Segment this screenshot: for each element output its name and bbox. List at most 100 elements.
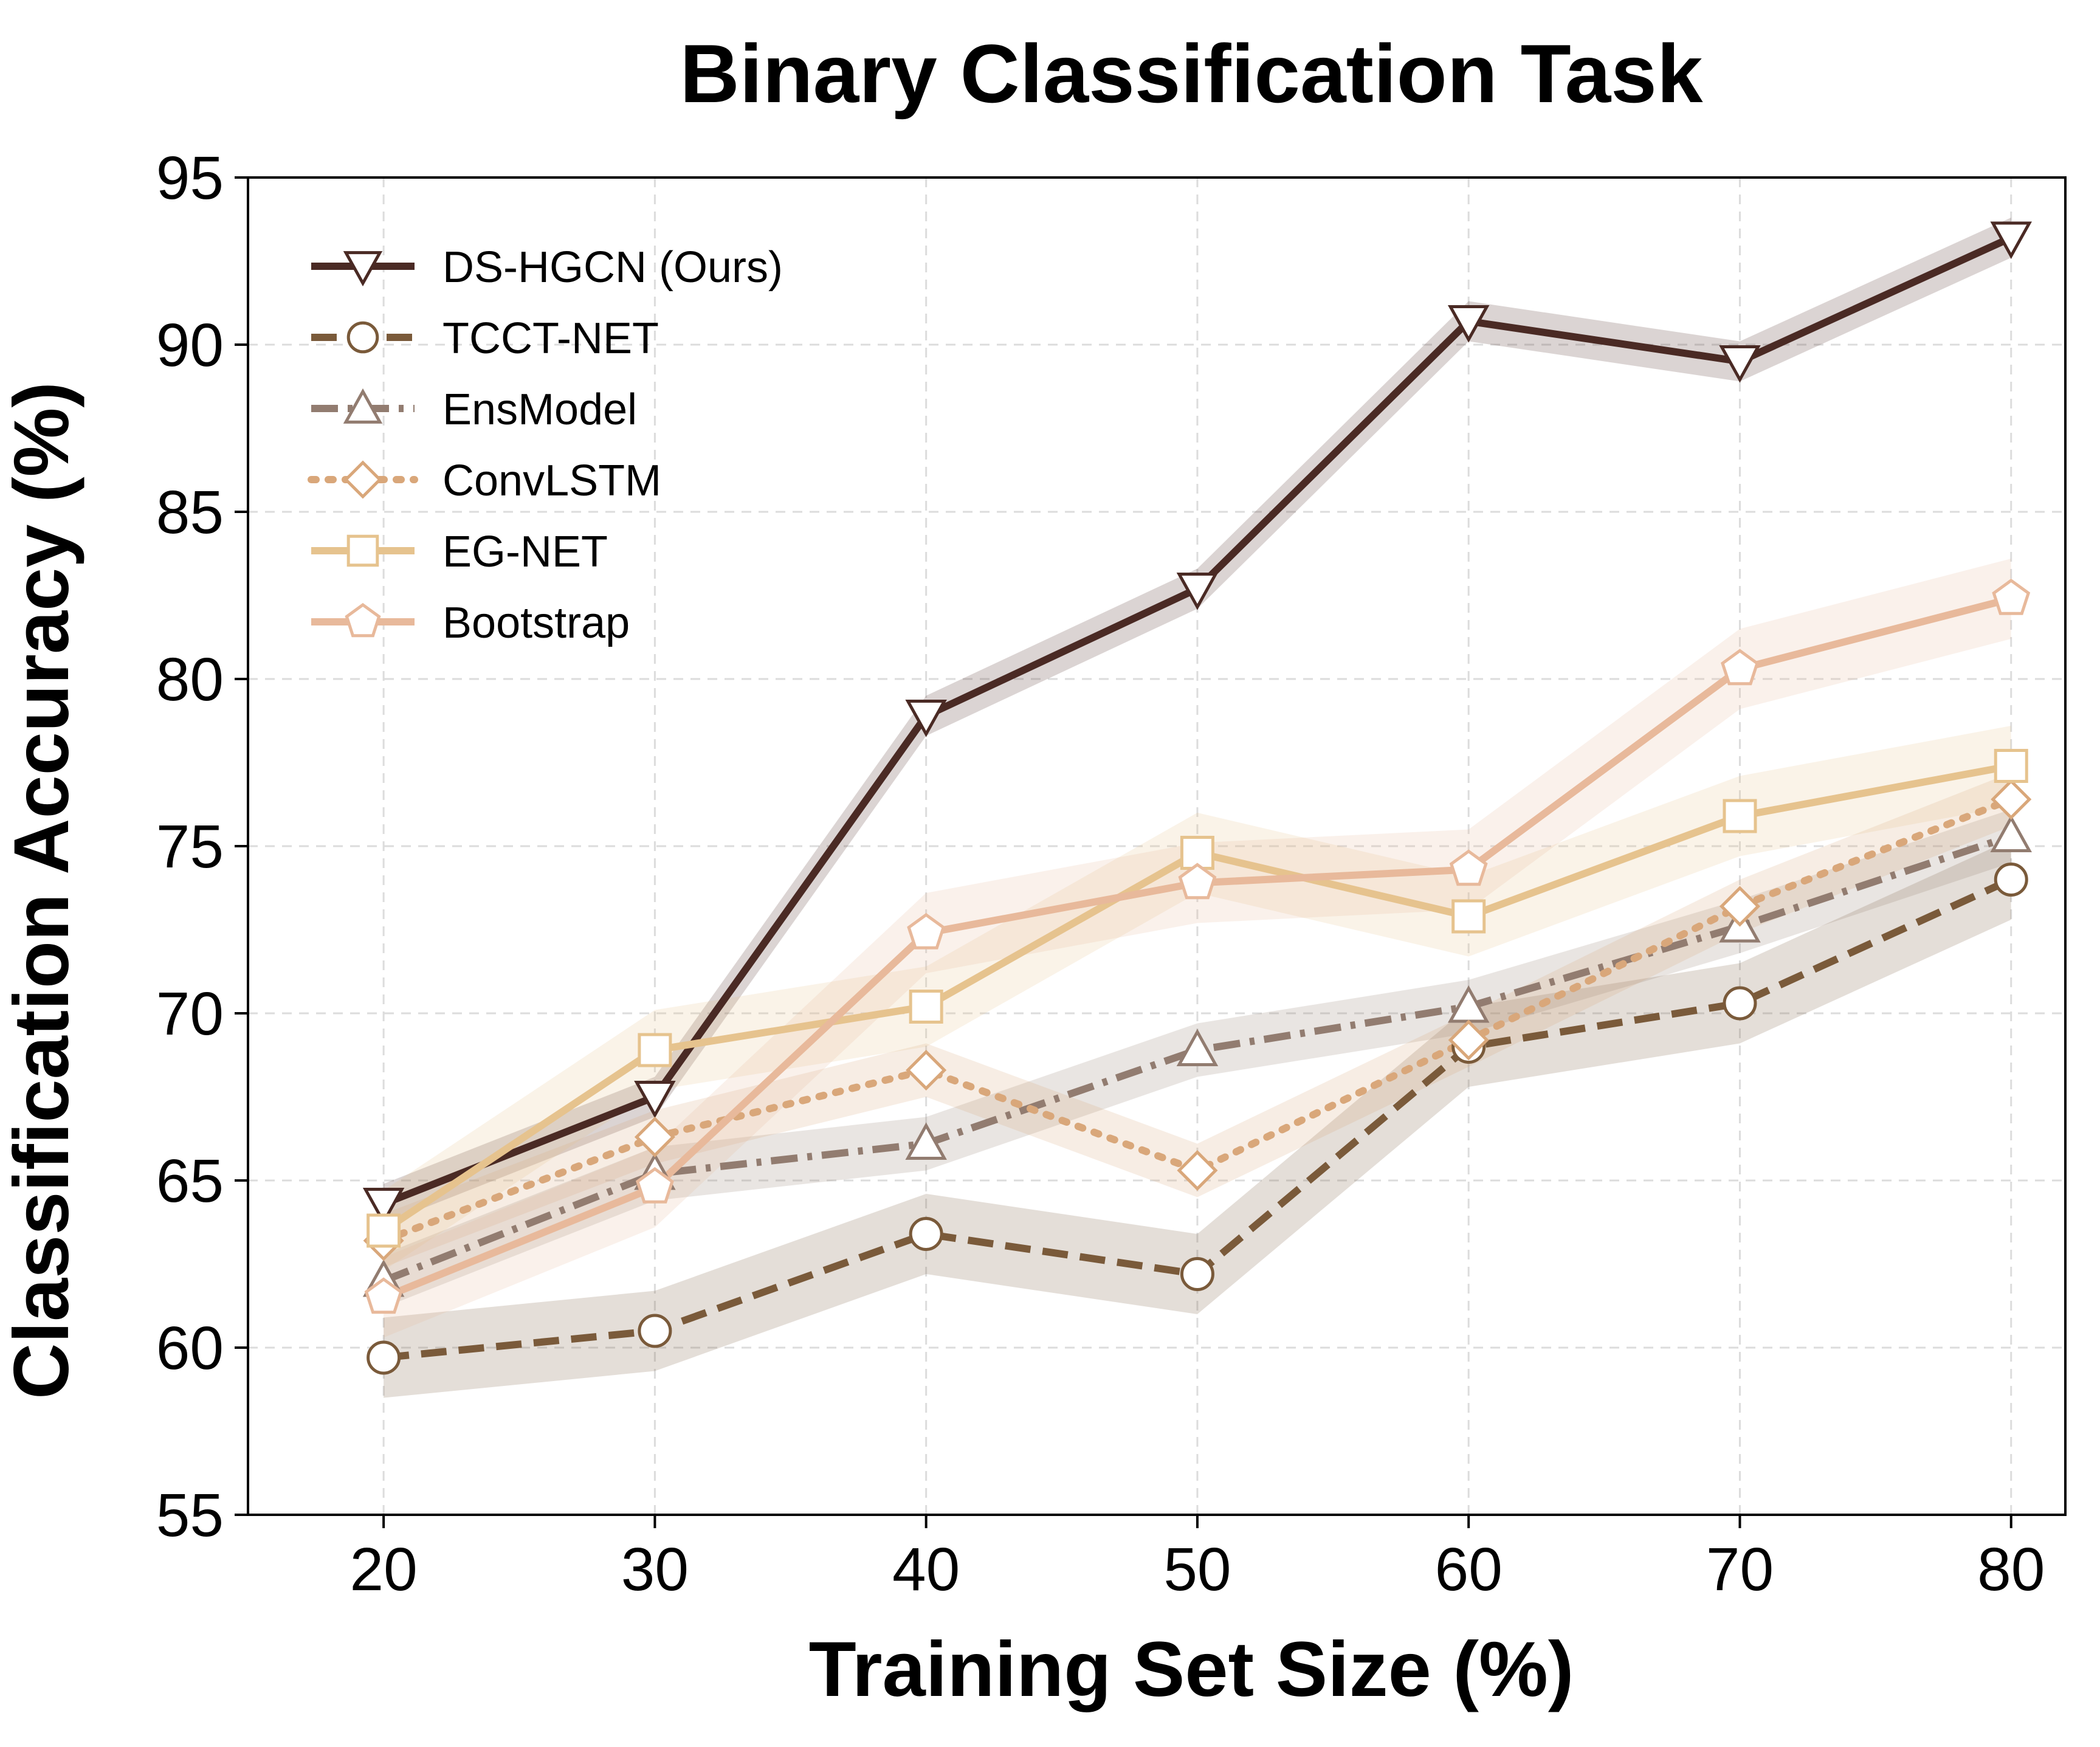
marker-shape [346, 321, 379, 354]
x-tick-label: 70 [1706, 1535, 1774, 1604]
y-tick-label: 60 [156, 1314, 224, 1382]
marker-shape [1990, 815, 2032, 852]
marker-shape [905, 1122, 947, 1160]
point-ds-hgcn-ours [634, 1081, 676, 1118]
point-convlstm [1177, 1149, 1218, 1191]
marker-shape [1176, 1029, 1219, 1066]
legend-label: EG-NET [442, 528, 608, 576]
y-tick-label: 75 [156, 813, 224, 881]
point-ensmodel [1176, 1029, 1219, 1066]
band-tcct-net [384, 839, 2011, 1398]
point-ensmodel [905, 1122, 947, 1160]
marker-shape [1719, 886, 1761, 927]
x-tick-label: 30 [621, 1535, 689, 1604]
point-convlstm [1719, 886, 1761, 927]
point-convlstm [634, 1116, 675, 1158]
point-eg-net [1451, 899, 1486, 934]
marker-shape [1448, 1019, 1489, 1061]
marker-shape [343, 251, 383, 287]
y-tick-label: 80 [156, 646, 224, 714]
legend-marker [343, 460, 382, 499]
x-axis-label: Training Set Size (%) [809, 1626, 1574, 1713]
band-eg-net [384, 726, 2011, 1271]
legend-marker [343, 388, 383, 424]
point-tcct-net [1180, 1257, 1214, 1291]
chart-title: Binary Classification Task [680, 27, 1703, 120]
point-ds-hgcn-ours [1176, 573, 1219, 610]
point-ds-hgcn-ours [1719, 345, 1761, 383]
y-tick-label: 70 [156, 980, 224, 1048]
marker-shape [905, 700, 947, 737]
point-bootstrap [635, 1166, 674, 1204]
marker-shape [909, 1217, 943, 1251]
band-bootstrap [384, 559, 2011, 1338]
legend-item-eg-net: EG-NET [311, 528, 608, 576]
marker-shape [1449, 849, 1488, 886]
point-eg-net [367, 1213, 401, 1248]
legend-item-ensmodel: EnsModel [311, 385, 637, 434]
point-convlstm [906, 1049, 947, 1091]
x-tick-label: 60 [1435, 1535, 1503, 1604]
legend-item-bootstrap: Bootstrap [311, 599, 630, 647]
point-tcct-net [1723, 986, 1757, 1021]
marker-shape [364, 1277, 403, 1314]
marker-shape [343, 388, 383, 424]
marker-shape [907, 912, 946, 949]
x-tick-label: 50 [1163, 1535, 1231, 1604]
x-tick-label: 40 [892, 1535, 960, 1604]
legend-item-ds-hgcn-ours: DS-HGCN (Ours) [311, 243, 783, 292]
marker-shape [1176, 573, 1219, 610]
point-eg-net [1180, 836, 1214, 870]
point-bootstrap [1992, 578, 2031, 615]
point-eg-net [1994, 749, 2028, 783]
marker-shape [1447, 305, 1490, 343]
point-bootstrap [364, 1277, 403, 1314]
marker-shape [1994, 749, 2028, 783]
point-eg-net [638, 1033, 672, 1067]
marker-shape [367, 1213, 401, 1248]
marker-shape [1451, 899, 1486, 934]
axis-ticks: 20 30 40 50 60 70 80 55 60 65 70 75 80 85 90 95 [156, 144, 2045, 1604]
point-ds-hgcn-ours [1990, 221, 2032, 260]
marker-shape [1719, 345, 1761, 383]
marker-shape [634, 1081, 676, 1118]
legend-marker [343, 251, 383, 287]
point-tcct-net [367, 1340, 401, 1375]
legend-marker [346, 534, 379, 567]
marker-shape [1994, 863, 2028, 897]
legend-item-tcct-net: TCCT-NET [311, 314, 659, 363]
marker-shape [362, 1188, 405, 1225]
marker-shape [1992, 578, 2031, 615]
legend-marker [345, 602, 381, 638]
point-eg-net [1723, 799, 1757, 833]
marker-shape [906, 1049, 947, 1091]
marker-shape [1177, 1149, 1218, 1191]
marker-shape [1990, 221, 2032, 260]
point-convlstm [1448, 1019, 1489, 1061]
point-bootstrap [1721, 649, 1759, 686]
legend-label: Bootstrap [442, 599, 630, 647]
point-tcct-net [638, 1314, 672, 1348]
y-axis-label: Classification Accuracy (%) [0, 382, 85, 1399]
point-bootstrap [1449, 849, 1488, 886]
point-ds-hgcn-ours [1447, 305, 1490, 343]
series-markers [362, 221, 2032, 1375]
marker-shape [346, 534, 379, 567]
marker-shape [345, 602, 381, 638]
y-tick-label: 95 [156, 144, 224, 212]
marker-shape [638, 1033, 672, 1067]
legend: DS-HGCN (Ours) TCCT-NET EnsModel ConvLSTM EG… [308, 243, 783, 647]
point-tcct-net [909, 1217, 943, 1251]
marker-shape [1723, 986, 1757, 1021]
point-eg-net [909, 990, 943, 1024]
legend-marker [346, 321, 379, 354]
y-tick-label: 90 [156, 311, 224, 379]
grid [248, 177, 2065, 1515]
y-tick-label: 85 [156, 478, 224, 546]
marker-shape [367, 1340, 401, 1375]
legend-label: ConvLSTM [442, 457, 661, 505]
x-tick-label: 80 [1977, 1535, 2045, 1604]
point-bootstrap [907, 912, 946, 949]
legend-label: TCCT-NET [442, 314, 659, 363]
